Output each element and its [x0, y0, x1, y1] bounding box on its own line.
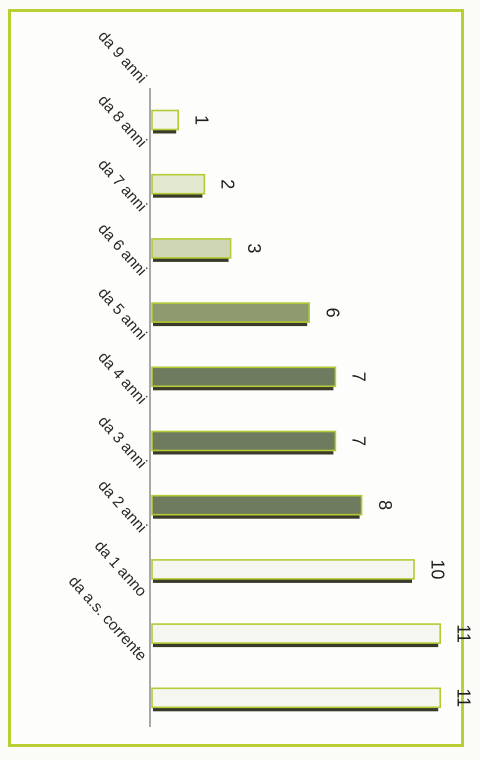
- category-label: da 6 anni: [94, 221, 149, 280]
- bar-da-7-anni: [151, 238, 232, 259]
- bar-da-2-anni: [151, 559, 415, 580]
- category-label: da 4 anni: [94, 349, 149, 408]
- bar-da-8-anni: [151, 173, 206, 195]
- bar-da-3-anni: [151, 494, 363, 516]
- category-label: da 3 anni: [94, 413, 149, 472]
- category-label: da 8 anni: [94, 92, 149, 151]
- value-label: 11: [453, 688, 473, 707]
- value-label: 1: [191, 115, 211, 125]
- value-labels-group: 1 2 3 6 7 7 8 10 11 11: [191, 115, 473, 707]
- bar-da-a-s-corrente: [151, 687, 442, 709]
- value-label: 8: [375, 500, 395, 510]
- bar-da-4-anni: [151, 430, 337, 452]
- bar-da-5-anni: [151, 366, 337, 388]
- value-label: 7: [349, 372, 369, 382]
- category-label: da 9 anni: [94, 28, 149, 87]
- bar-da-9-anni: [151, 109, 180, 131]
- category-label: da 2 anni: [94, 477, 149, 536]
- bar-da-6-anni: [151, 302, 310, 323]
- bar-da-1-anno: [151, 623, 442, 644]
- value-label: 6: [322, 308, 342, 318]
- value-label: 3: [244, 243, 264, 253]
- value-label: 2: [218, 179, 238, 189]
- value-label: 11: [453, 624, 473, 643]
- category-label: da 1 anno: [91, 538, 150, 601]
- value-label: 7: [349, 436, 369, 446]
- category-label: da 7 anni: [94, 156, 149, 215]
- value-label: 10: [427, 559, 447, 579]
- bars-group: [151, 109, 442, 712]
- category-label: da 5 anni: [94, 285, 149, 344]
